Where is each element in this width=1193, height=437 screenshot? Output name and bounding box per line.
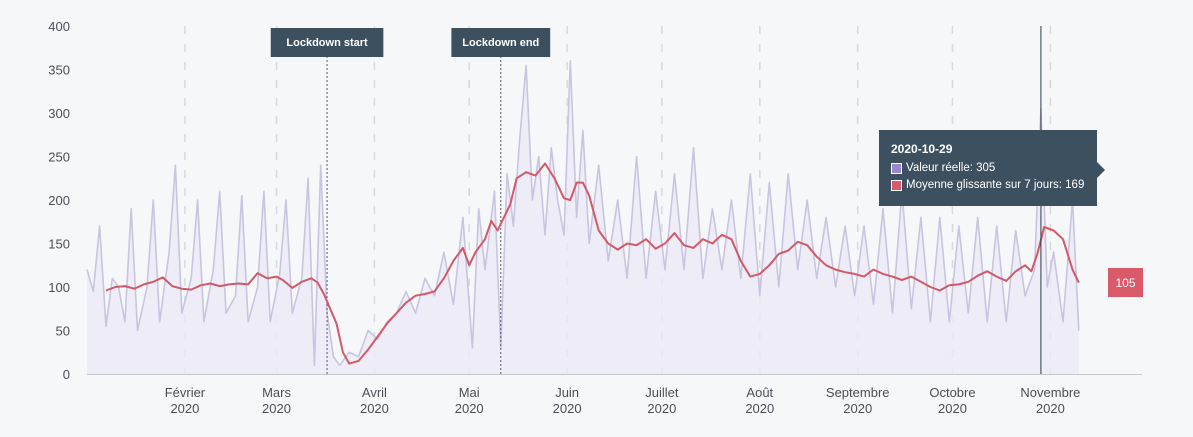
x-tick-month-9: Novembre (1020, 385, 1080, 400)
actual-values-area (87, 60, 1079, 375)
y-tick-label-0: 0 (63, 367, 70, 382)
tooltip-date: 2020-10-29 (891, 142, 953, 156)
tooltip-average-label: Moyenne glissante sur 7 jours: 169 (906, 179, 1085, 191)
x-tick-month-7: Septembre (826, 385, 890, 400)
annotation-label-1: Lockdown end (462, 37, 539, 49)
average-swatch (891, 179, 902, 191)
annotation-box-0 (270, 28, 384, 57)
x-tick-month-2: Avril (362, 385, 387, 400)
actual-values-line (86, 60, 1080, 367)
x-tick-year-8: 2020 (938, 401, 967, 416)
x-tick-year-0: 2020 (170, 401, 199, 416)
x-tick-year-9: 2020 (1036, 401, 1065, 416)
tooltip-arrow (1097, 162, 1105, 178)
x-tick-year-7: 2020 (843, 401, 872, 416)
x-tick-month-0: Février (165, 385, 206, 400)
last-value-badge: 105 (1108, 268, 1143, 297)
tooltip-row-actual: Valeur réelle: 305 (891, 162, 1085, 174)
tooltip: 2020-10-29 Valeur réelle: 305 Moyenne gl… (879, 130, 1105, 206)
x-tick-month-4: Juin (555, 385, 579, 400)
rolling-average-line (105, 162, 1080, 365)
x-tick-month-5: Juillet (645, 385, 679, 400)
y-tick-label-6: 300 (48, 106, 70, 121)
x-tick-year-3: 2020 (455, 401, 484, 416)
x-tick-year-5: 2020 (647, 401, 676, 416)
y-tick-label-4: 200 (48, 193, 70, 208)
tooltip-row-average: Moyenne glissante sur 7 jours: 169 (891, 179, 1085, 191)
y-tick-label-7: 350 (48, 63, 70, 78)
y-tick-label-5: 250 (48, 150, 70, 165)
x-tick-month-6: Août (746, 385, 773, 400)
actual-swatch (891, 162, 902, 174)
x-tick-month-8: Octobre (929, 385, 975, 400)
annotation-label-0: Lockdown start (286, 37, 368, 49)
x-tick-year-1: 2020 (262, 401, 291, 416)
annotation-box-1 (451, 28, 551, 57)
x-tick-year-2: 2020 (360, 401, 389, 416)
y-tick-label-3: 150 (48, 237, 70, 252)
x-tick-year-6: 2020 (745, 401, 774, 416)
y-tick-label-8: 400 (48, 19, 70, 34)
x-tick-year-4: 2020 (553, 401, 582, 416)
x-tick-month-3: Mai (459, 385, 480, 400)
tooltip-actual-label: Valeur réelle: 305 (906, 162, 996, 174)
y-tick-label-2: 100 (48, 280, 70, 295)
x-tick-month-1: Mars (262, 385, 291, 400)
y-tick-label-1: 50 (56, 324, 70, 339)
